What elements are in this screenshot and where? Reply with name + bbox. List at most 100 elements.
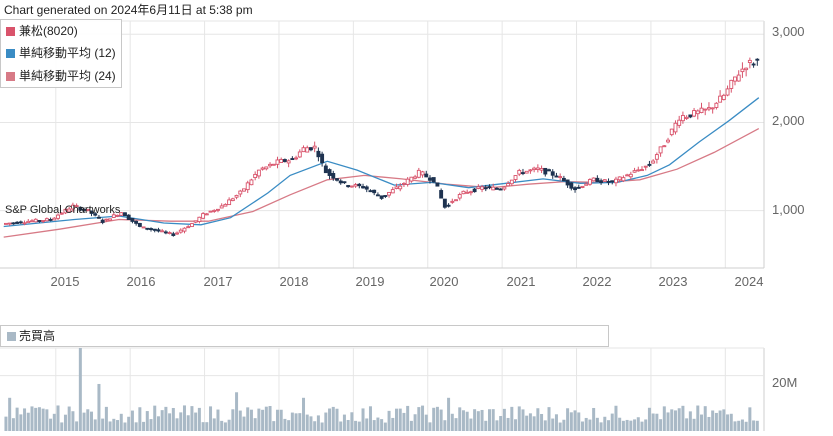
- volume-bar: [246, 407, 250, 431]
- legend-label-volume: 売買高: [19, 329, 56, 343]
- candle-up: [640, 169, 644, 172]
- volume-bar: [599, 422, 603, 431]
- volume-bar: [365, 418, 369, 431]
- candle-up: [651, 160, 656, 164]
- volume-bar: [41, 408, 45, 431]
- volume-bar: [34, 407, 38, 431]
- volume-bar: [127, 416, 131, 431]
- candle-up: [502, 186, 507, 190]
- candle-down: [543, 167, 548, 175]
- candle-down: [487, 186, 492, 189]
- volume-bar: [476, 411, 480, 431]
- volume-bar: [380, 419, 384, 431]
- volume-bar: [417, 407, 421, 431]
- candle-up: [111, 214, 116, 218]
- volume-bar: [235, 392, 239, 431]
- candle-up: [677, 119, 682, 126]
- volume-bar: [313, 421, 317, 431]
- volume-bar: [275, 409, 279, 431]
- volume-bar: [703, 406, 707, 431]
- candle-down: [446, 204, 451, 207]
- candle-up: [491, 186, 496, 191]
- candle-up: [587, 179, 592, 185]
- candle-down: [561, 177, 566, 182]
- volume-bar: [56, 405, 60, 431]
- legend-item-price[interactable]: 兼松(8020): [6, 23, 78, 39]
- volume-bar: [517, 406, 521, 431]
- volume-bar: [543, 420, 547, 431]
- y-tick-label-1000: 1,000: [772, 202, 805, 217]
- candle-up: [182, 227, 187, 232]
- candle-up: [349, 185, 354, 188]
- candle-up: [390, 189, 395, 194]
- candle-up: [7, 222, 12, 225]
- volume-bar: [461, 410, 465, 431]
- volume-bar: [376, 417, 380, 431]
- candle-down: [472, 188, 477, 193]
- candle-down: [134, 220, 139, 224]
- candle-up: [558, 176, 563, 178]
- candle-down: [78, 206, 83, 211]
- candle-up: [249, 179, 254, 186]
- x-tick-label-2018: 2018: [279, 274, 309, 289]
- candle-down: [494, 187, 499, 190]
- candle-up: [312, 145, 317, 149]
- legend-swatch-volume: [7, 332, 16, 341]
- legend-item-sma24[interactable]: 単純移動平均 (24): [6, 68, 116, 84]
- volume-bar: [514, 419, 518, 431]
- candle-up: [275, 159, 280, 165]
- x-tick-label-2022: 2022: [582, 274, 612, 289]
- candle-up: [506, 183, 511, 187]
- candle-up: [219, 205, 224, 209]
- volume-bar: [688, 411, 692, 431]
- candle-down: [375, 194, 380, 197]
- volume-bar: [231, 409, 235, 431]
- volume-bar: [636, 417, 640, 431]
- volume-bar: [580, 421, 584, 431]
- volume-bar: [525, 415, 529, 431]
- volume-bar: [484, 420, 488, 431]
- candle-up: [517, 169, 522, 175]
- candle-up: [22, 222, 27, 225]
- volume-bar: [130, 410, 134, 431]
- candle-down: [152, 228, 157, 231]
- legend-item-sma12[interactable]: 単純移動平均 (12): [6, 45, 116, 61]
- volume-bar: [387, 410, 391, 431]
- volume-bar: [354, 420, 358, 431]
- candle-up: [513, 175, 518, 180]
- candle-up: [271, 163, 276, 166]
- volume-bar: [316, 415, 320, 431]
- volume-bar: [506, 417, 510, 431]
- candle-up: [718, 95, 723, 103]
- candle-down: [126, 214, 131, 220]
- candle-up: [160, 230, 165, 233]
- volume-bar: [45, 409, 49, 431]
- volume-bar: [324, 412, 328, 431]
- volume-bar: [592, 407, 596, 431]
- legend-swatch-sma12: [6, 49, 15, 58]
- volume-bar: [521, 409, 525, 431]
- volume-bar: [290, 412, 294, 431]
- volume-bar: [666, 412, 670, 431]
- volume-bar: [26, 412, 30, 431]
- volume-bar: [302, 397, 306, 431]
- volume-bar: [547, 407, 551, 431]
- volume-bar: [261, 409, 265, 431]
- candle-up: [52, 217, 57, 221]
- candle-up: [450, 200, 455, 203]
- price-legend[interactable]: 兼松(8020) 単純移動平均 (12) 単純移動平均 (24): [0, 19, 122, 88]
- volume-bar: [395, 408, 399, 431]
- candle-down: [327, 169, 332, 176]
- volume-bar: [197, 407, 201, 431]
- volume-bar: [647, 407, 651, 431]
- volume-bar: [640, 421, 644, 431]
- candle-up: [625, 174, 630, 177]
- candle-down: [123, 212, 127, 217]
- x-tick-label-2024: 2024: [734, 274, 764, 289]
- candle-down: [647, 163, 652, 166]
- volume-legend[interactable]: 売買高: [0, 325, 609, 347]
- candle-up: [480, 186, 485, 190]
- volume-bar: [156, 416, 160, 431]
- candle-up: [643, 165, 648, 168]
- volume-bar: [573, 410, 577, 431]
